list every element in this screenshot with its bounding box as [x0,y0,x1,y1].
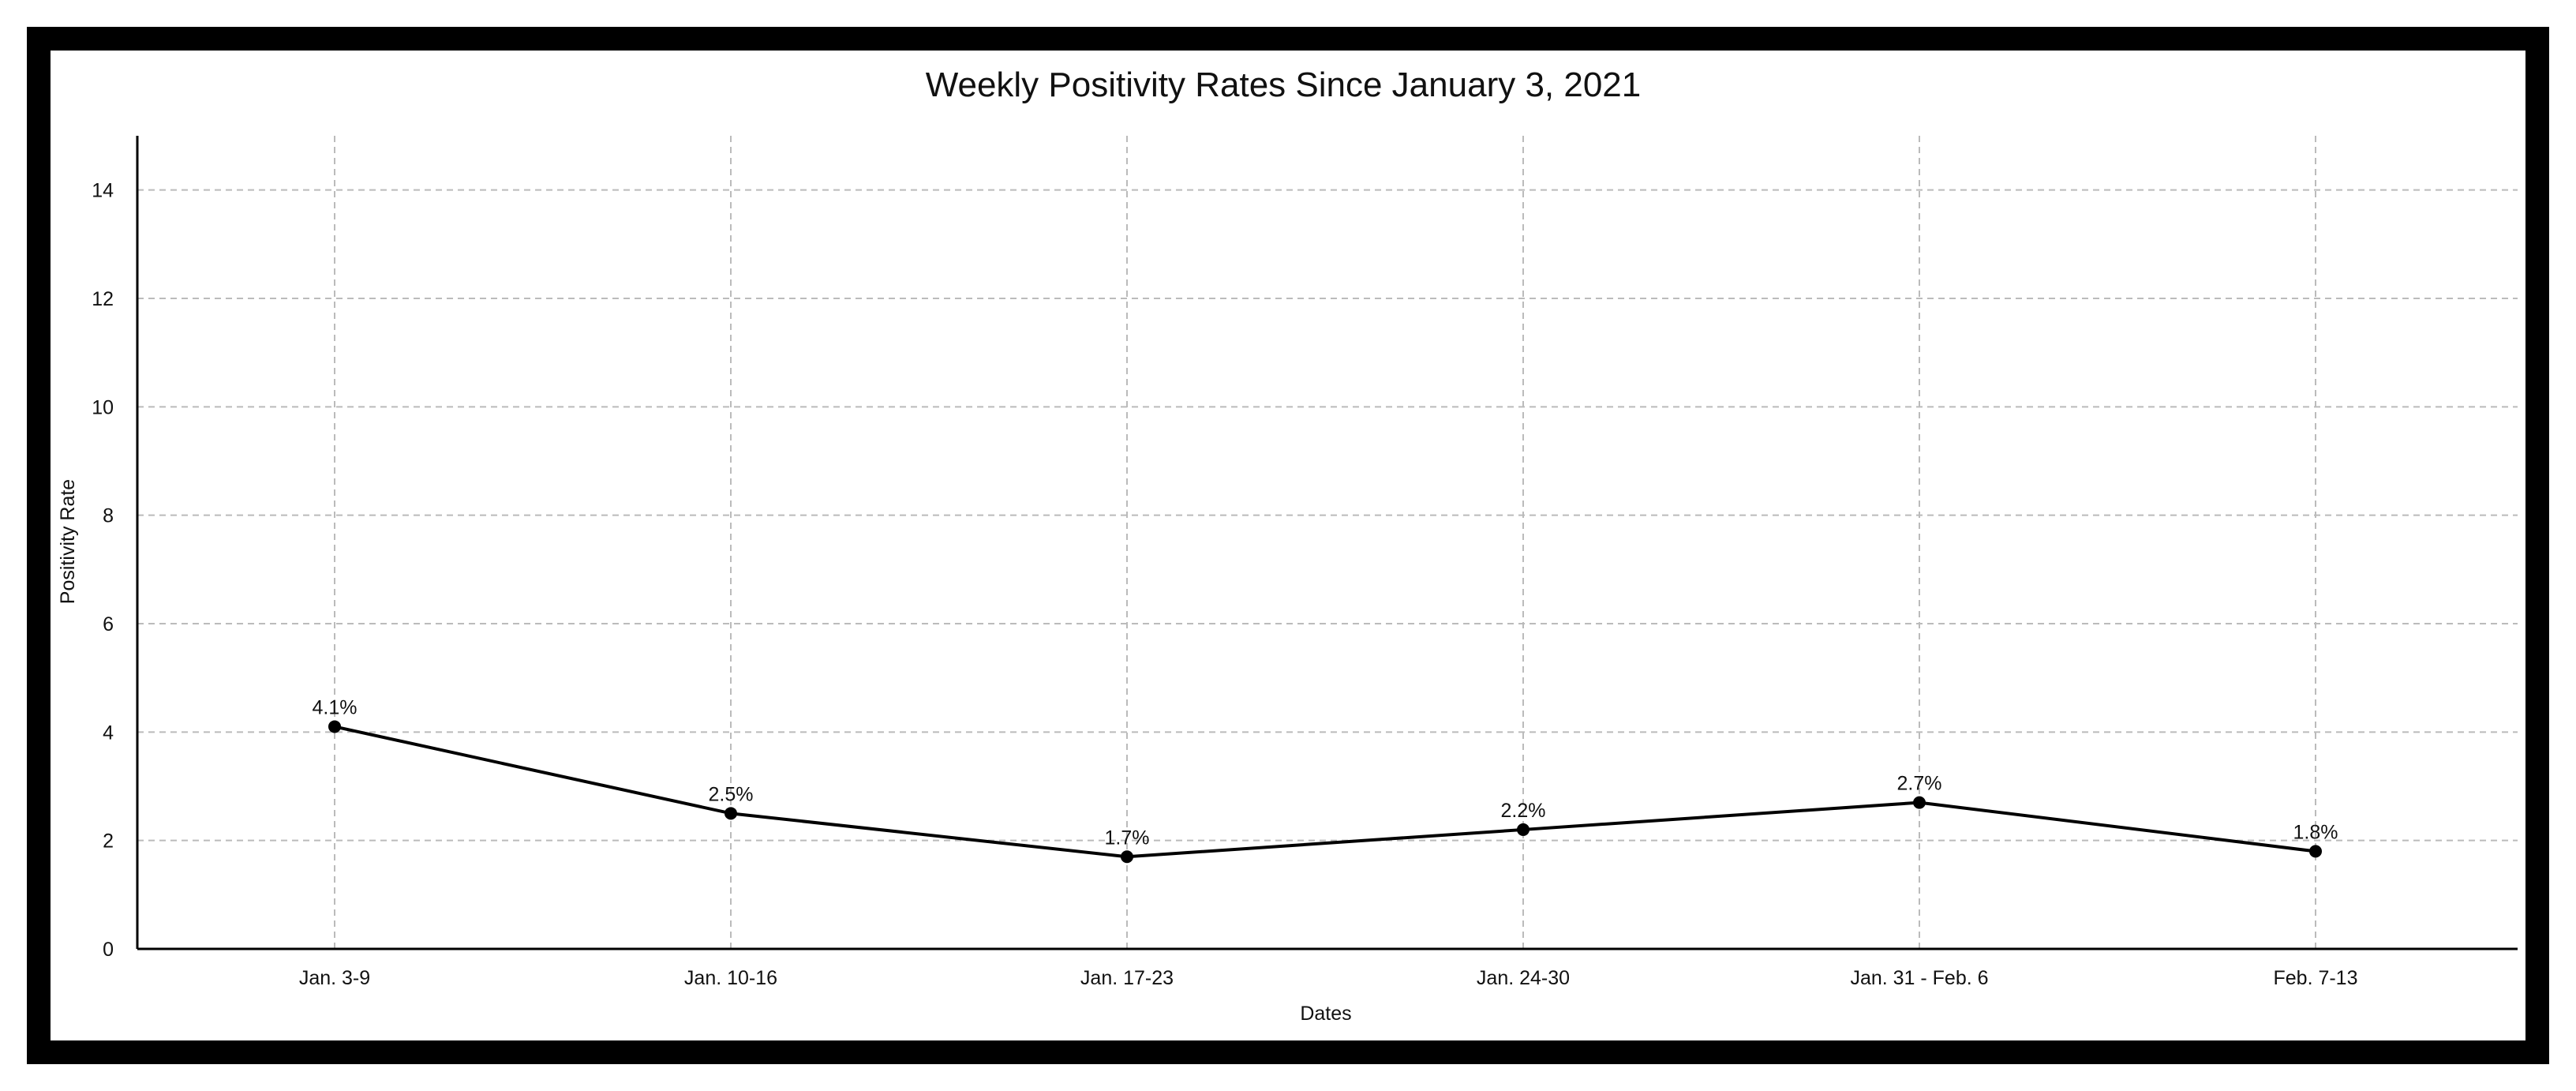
x-tick-label: Jan. 17-23 [1080,967,1174,989]
data-label: 2.2% [1501,800,1546,822]
y-axis-ticks: 0 2 4 6 8 10 12 14 [92,180,114,961]
data-point [328,720,341,733]
data-point [1913,796,1926,809]
y-tick-label: 0 [103,939,114,961]
y-tick-label: 12 [92,288,114,310]
chart-title: Weekly Positivity Rates Since January 3,… [926,66,1642,104]
data-point [1121,850,1133,864]
y-tick-label: 2 [103,830,114,853]
data-point [1517,823,1530,836]
data-point [724,807,737,820]
data-labels: 4.1% 2.5% 1.7% 2.2% 2.7% 1.8% [313,696,2338,849]
y-tick-label: 6 [103,613,114,635]
x-tick-label: Jan. 31 - Feb. 6 [1850,967,1988,989]
x-axis-title: Dates [1300,1003,1351,1025]
series-polyline [334,725,2316,859]
y-tick-label: 8 [103,505,114,527]
data-points [328,720,2322,864]
data-label: 4.1% [313,696,358,718]
data-point [2309,845,2322,858]
y-tick-label: 14 [92,180,114,202]
x-tick-label: Jan. 24-30 [1477,967,1570,989]
x-axis-ticks: Jan. 3-9 Jan. 10-16 Jan. 17-23 Jan. 24-30 Ja… [299,967,2358,989]
y-axis-title: Positivity Rate [57,479,79,604]
x-tick-label: Feb. 7-13 [2273,967,2357,989]
y-tick-label: 4 [103,722,114,744]
data-label: 1.8% [2293,821,2338,843]
y-tick-label: 10 [92,396,114,418]
series-line [334,725,2316,859]
x-tick-label: Jan. 3-9 [299,967,370,989]
chart-frame [27,27,2549,1064]
x-tick-label: Jan. 10-16 [684,967,777,989]
axes [136,136,2518,950]
data-label: 1.7% [1105,827,1150,849]
data-label: 2.5% [709,783,754,805]
grid [137,136,2518,949]
data-label: 2.7% [1897,773,1942,795]
